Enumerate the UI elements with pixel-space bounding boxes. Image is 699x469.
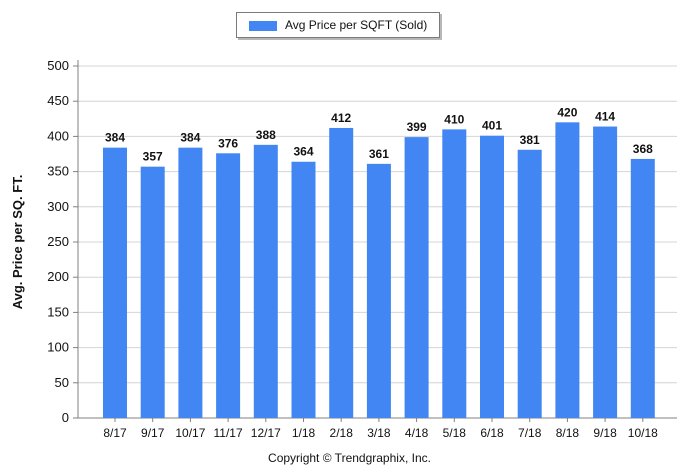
y-tick-label: 50: [55, 375, 69, 390]
x-tick-label: 8/17: [103, 426, 127, 440]
y-tick-label: 450: [47, 93, 69, 108]
x-tick-label: 9/18: [593, 426, 617, 440]
y-tick-label: 400: [47, 128, 69, 143]
data-label: 388: [256, 128, 276, 142]
data-label: 410: [444, 112, 464, 126]
y-tick-label: 300: [47, 199, 69, 214]
y-tick-label: 100: [47, 340, 69, 355]
y-tick-label: 350: [47, 164, 69, 179]
bar: [517, 149, 542, 418]
data-label: 414: [595, 110, 615, 124]
x-tick-label: 8/18: [556, 426, 580, 440]
x-tick-label: 6/18: [480, 426, 504, 440]
data-label: 381: [520, 133, 540, 147]
bar: [140, 166, 165, 418]
bar: [291, 161, 316, 418]
bar: [216, 153, 241, 418]
data-label: 364: [293, 145, 313, 159]
legend: Avg Price per SQFT (Sold): [236, 12, 440, 38]
x-tick-label: 11/17: [214, 426, 243, 440]
x-tick-label: 12/17: [251, 426, 281, 440]
x-tick-label: 1/18: [292, 426, 316, 440]
legend-label: Avg Price per SQFT (Sold): [285, 18, 428, 32]
data-label: 384: [180, 131, 200, 145]
bar: [630, 158, 655, 419]
x-tick-label: 2/18: [330, 426, 354, 440]
data-label: 361: [369, 147, 389, 161]
x-tick-label: 4/18: [405, 426, 429, 440]
data-label: 399: [407, 120, 427, 134]
x-tick-label: 10/17: [175, 426, 205, 440]
data-label: 420: [557, 105, 577, 119]
y-tick-label: 200: [47, 269, 69, 284]
legend-swatch: [249, 21, 277, 31]
bar: [555, 122, 580, 418]
bar: [103, 147, 127, 418]
data-label: 412: [331, 111, 351, 125]
bar: [253, 144, 278, 418]
bar: [329, 127, 354, 419]
x-tick-label: 10/18: [628, 426, 658, 440]
y-axis-label: Avg. Price per SQ. FT.: [10, 175, 25, 310]
bar: [593, 126, 618, 418]
data-label: 401: [482, 119, 502, 133]
data-label: 357: [143, 150, 163, 164]
x-tick-label: 9/17: [141, 426, 165, 440]
bar: [404, 137, 429, 418]
x-tick-label: 3/18: [367, 426, 391, 440]
data-label: 368: [633, 142, 653, 156]
x-tick-label: 7/18: [518, 426, 542, 440]
bar: [480, 135, 504, 419]
data-label: 376: [218, 136, 238, 150]
x-tick-label: 5/18: [443, 426, 467, 440]
data-label: 384: [105, 131, 125, 145]
bar: [366, 163, 391, 418]
y-tick-label: 0: [62, 410, 69, 425]
y-tick-label: 150: [47, 304, 69, 319]
y-tick-label: 250: [47, 234, 69, 249]
bar: [178, 147, 203, 418]
copyright-text: Copyright © Trendgraphix, Inc.: [268, 451, 431, 465]
bar: [442, 129, 467, 419]
y-tick-label: 500: [47, 58, 69, 73]
